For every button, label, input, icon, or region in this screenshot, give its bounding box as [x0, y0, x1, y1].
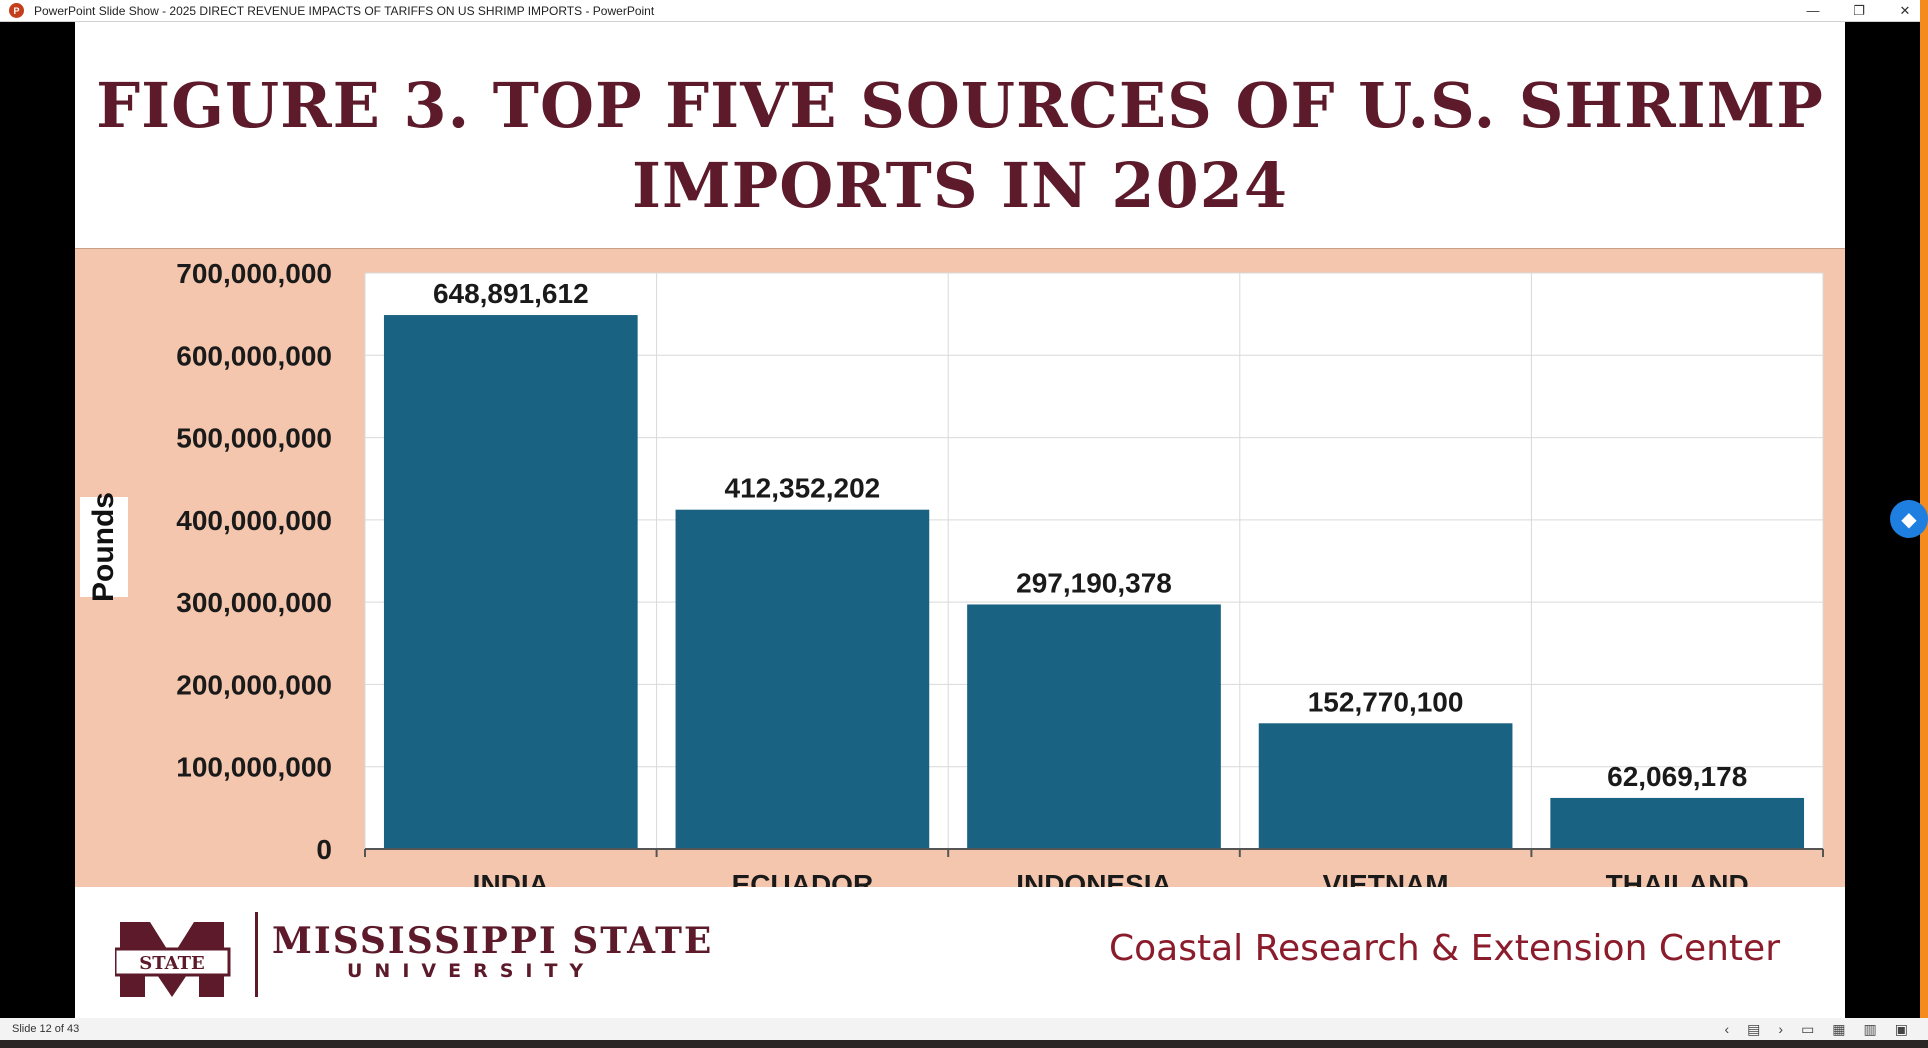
university-name: MISSISSIPPI STATE: [272, 920, 714, 962]
previous-slide-icon[interactable]: ‹: [1724, 1021, 1730, 1037]
x-tick-label: VIETNAM: [1323, 869, 1449, 887]
reading-view-icon[interactable]: ▥: [1863, 1020, 1877, 1037]
university-subtitle: UNIVERSITY: [347, 960, 596, 982]
data-label: 648,891,612: [433, 278, 589, 309]
msu-logo: STATE: [115, 912, 258, 997]
y-tick-label: 600,000,000: [176, 340, 332, 371]
notes-icon[interactable]: ▤: [1747, 1020, 1761, 1037]
slide-sorter-icon[interactable]: ▦: [1832, 1020, 1846, 1037]
slide-title-line1: FIGURE 3. TOP FIVE SOURCES OF U.S. SHRIM…: [96, 69, 1824, 142]
slide-title: FIGURE 3. TOP FIVE SOURCES OF U.S. SHRIM…: [75, 66, 1845, 226]
dropbox-icon[interactable]: ◆: [1890, 500, 1928, 538]
bar-vietnam: [1258, 723, 1513, 849]
y-tick-label: 100,000,000: [176, 752, 332, 783]
slide-canvas[interactable]: FIGURE 3. TOP FIVE SOURCES OF U.S. SHRIM…: [75, 22, 1845, 1018]
window-title: PowerPoint Slide Show - 2025 DIRECT REVE…: [34, 3, 655, 18]
y-tick-label: 300,000,000: [176, 587, 332, 618]
y-tick-label: 700,000,000: [176, 258, 332, 289]
y-axis-label: Pounds: [87, 492, 120, 602]
next-slide-icon[interactable]: ›: [1778, 1021, 1784, 1037]
minimize-button[interactable]: —: [1806, 3, 1820, 18]
slide-title-line2: IMPORTS IN 2024: [631, 149, 1288, 222]
x-tick-label: INDONESIA: [1016, 869, 1172, 887]
status-icons: ‹ ▤ › ▭ ▦ ▥ ▣: [1724, 1018, 1908, 1040]
taskbar: [0, 1040, 1928, 1048]
bar-ecuador: [675, 509, 930, 849]
slide-counter: Slide 12 of 43: [12, 1023, 80, 1035]
powerpoint-app-icon: P: [9, 3, 24, 18]
data-label: 152,770,100: [1308, 686, 1464, 717]
status-bar: Slide 12 of 43 ‹ ▤ › ▭ ▦ ▥ ▣: [0, 1018, 1928, 1040]
bar-india: [383, 315, 638, 849]
y-axis-label-box: Pounds: [80, 492, 128, 602]
y-tick-label: 500,000,000: [176, 423, 332, 454]
restore-button[interactable]: ❐: [1853, 2, 1865, 18]
data-label: 62,069,178: [1607, 761, 1747, 792]
data-label: 412,352,202: [725, 473, 881, 504]
data-label: 297,190,378: [1016, 567, 1172, 598]
msu-logo-state-text: STATE: [139, 953, 205, 974]
close-button[interactable]: ✕: [1899, 2, 1911, 18]
x-tick-label: ECUADOR: [732, 869, 874, 887]
chart-panel: 0 100,000,000 200,000,000 300,000,000 400,00…: [75, 248, 1845, 887]
normal-view-icon[interactable]: ▭: [1801, 1020, 1815, 1037]
bar-chart: 0 100,000,000 200,000,000 300,000,000 400,00…: [176, 258, 1824, 887]
bar-thailand: [1550, 797, 1805, 849]
window-controls: — ❐ ✕: [1790, 0, 1928, 21]
y-tick-label: 200,000,000: [176, 669, 332, 700]
center-name: Coastal Research & Extension Center: [1108, 928, 1780, 969]
bar-indonesia: [967, 604, 1221, 849]
y-tick-label: 0: [316, 834, 332, 865]
slideshow-icon[interactable]: ▣: [1894, 1020, 1908, 1037]
y-tick-label: 400,000,000: [176, 505, 332, 536]
window-titlebar: P PowerPoint Slide Show - 2025 DIRECT RE…: [0, 0, 1928, 22]
x-tick-label: INDIA: [473, 869, 549, 887]
x-tick-label: THAILAND: [1606, 869, 1749, 887]
